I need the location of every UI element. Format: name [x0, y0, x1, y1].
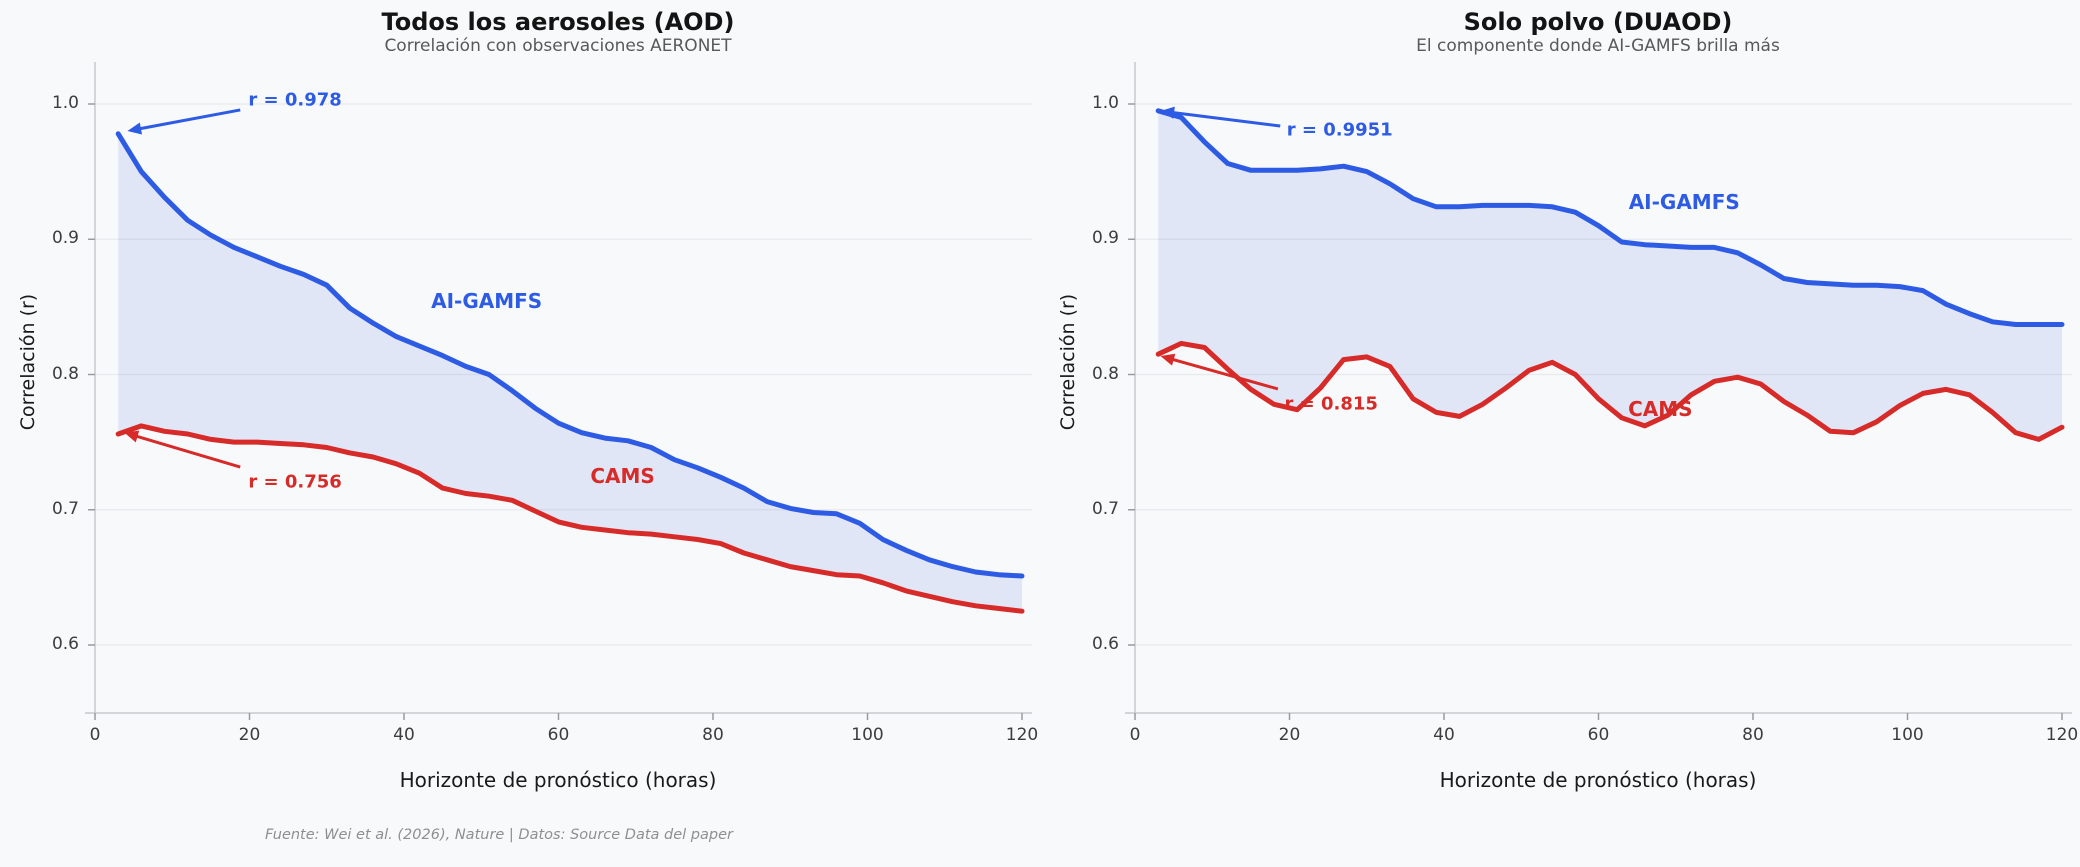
x-tick-label: 40 [1433, 725, 1455, 745]
x-tick-label: 0 [1129, 725, 1141, 745]
x-tick-label: 20 [1278, 725, 1301, 745]
x-tick-label: 60 [1587, 725, 1610, 745]
x-tick-label: 40 [393, 725, 415, 745]
left-x-axis-label: Horizonte de pronóstico (horas) [399, 768, 717, 792]
right-cams-annotation: r = 0.815 [1284, 393, 1378, 415]
right-x-axis-label: Horizonte de pronóstico (horas) [1439, 768, 1757, 792]
y-tick-label: 0.8 [1091, 363, 1119, 384]
y-tick-label: 1.0 [1091, 93, 1119, 113]
y-tick-label: 0.9 [51, 228, 79, 249]
x-tick-label: 0 [89, 725, 101, 745]
y-tick-label: 0.8 [51, 363, 79, 384]
left-ai-gamfs-series-label: AI-GAMFS [431, 289, 543, 314]
left-y-axis-label: Correlación (r) [17, 293, 39, 431]
y-tick-label: 0.6 [1091, 634, 1119, 654]
x-tick-label: 120 [1005, 725, 1039, 745]
left-cams-series-label: CAMS [590, 463, 655, 488]
right-ai-gamfs-series-label: AI-GAMFS [1628, 190, 1740, 215]
x-tick-label: 80 [1742, 725, 1764, 745]
y-tick-label: 1.0 [51, 93, 79, 113]
left-chart-title: Todos los aerosoles (AOD) [381, 8, 735, 36]
y-tick-label: 0.9 [1091, 228, 1119, 249]
left-cams-annotation: r = 0.756 [248, 471, 342, 493]
right-ai-gamfs-annotation: r = 0.9951 [1286, 119, 1393, 141]
y-tick-label: 0.6 [51, 634, 79, 654]
right-y-axis-label: Correlación (r) [1057, 293, 1079, 431]
x-tick-label: 20 [238, 725, 261, 745]
right-chart-title: Solo polvo (DUAOD) [1463, 8, 1733, 36]
left-chart-subtitle: Correlación con observaciones AERONET [384, 36, 732, 56]
x-tick-label: 120 [2045, 725, 2079, 745]
y-tick-label: 0.7 [51, 498, 79, 519]
x-tick-label: 100 [1891, 725, 1924, 745]
source-footer-note: Fuente: Wei et al. (2026), Nature | Dato… [265, 827, 733, 843]
left-ai-gamfs-annotation: r = 0.978 [248, 89, 342, 111]
y-tick-label: 0.7 [1091, 498, 1119, 519]
right-chart-subtitle: El componente donde AI-GAMFS brilla más [1416, 36, 1780, 56]
x-tick-label: 80 [702, 725, 724, 745]
x-tick-label: 100 [851, 725, 884, 745]
right-cams-series-label: CAMS [1628, 396, 1693, 421]
x-tick-label: 60 [547, 725, 570, 745]
